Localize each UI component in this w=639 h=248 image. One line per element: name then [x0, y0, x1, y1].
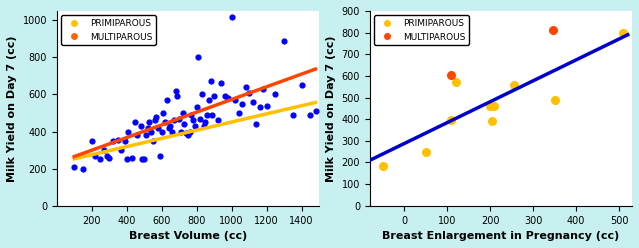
Point: [237, 102, 247, 106]
Point: [181, 131, 191, 135]
Point: [180, 122, 190, 126]
Point: [158, 111, 169, 115]
Point: [200, 120, 210, 124]
Point: [619, 31, 629, 34]
Point: [188, 119, 198, 123]
Point: [155, 154, 165, 158]
Legend: PRIMIPAROUS, MULTIPAROUS: PRIMIPAROUS, MULTIPAROUS: [61, 15, 156, 45]
Point: [95, 157, 105, 161]
Point: [86, 139, 96, 143]
Point: [261, 104, 272, 108]
Point: [450, 80, 461, 84]
X-axis label: Breast Volume (cc): Breast Volume (cc): [128, 231, 247, 241]
Y-axis label: Milk Yield on Day 7 (cc): Milk Yield on Day 7 (cc): [7, 35, 17, 182]
Point: [107, 139, 118, 143]
Point: [186, 113, 196, 117]
Point: [270, 93, 281, 96]
Point: [148, 139, 158, 143]
Point: [446, 73, 456, 77]
X-axis label: Breast Enlargement in Pregnancy (cc): Breast Enlargement in Pregnancy (cc): [382, 231, 620, 241]
Point: [78, 167, 88, 171]
Point: [305, 113, 316, 117]
Point: [167, 129, 177, 133]
Point: [446, 118, 456, 122]
Point: [489, 104, 500, 108]
Legend: PRIMIPAROUS, MULTIPAROUS: PRIMIPAROUS, MULTIPAROUS: [374, 15, 469, 45]
Point: [174, 117, 184, 121]
Point: [288, 113, 298, 117]
Point: [169, 119, 179, 123]
Point: [127, 155, 137, 159]
Point: [192, 105, 202, 109]
Point: [160, 120, 170, 124]
Point: [296, 83, 307, 87]
Point: [190, 124, 200, 128]
Point: [548, 29, 558, 32]
Point: [487, 119, 497, 123]
Point: [485, 104, 495, 108]
Point: [171, 89, 181, 93]
Point: [99, 148, 109, 152]
Point: [378, 164, 388, 168]
Y-axis label: Milk Yield on Day 7 (cc): Milk Yield on Day 7 (cc): [326, 35, 336, 182]
Point: [213, 119, 223, 123]
Point: [102, 154, 112, 158]
Point: [162, 98, 172, 102]
Point: [137, 157, 148, 161]
Point: [185, 129, 195, 133]
Point: [219, 94, 229, 98]
Point: [197, 93, 207, 96]
Point: [420, 150, 431, 154]
Point: [135, 124, 146, 128]
Point: [166, 124, 176, 128]
Point: [550, 98, 560, 102]
Point: [254, 105, 265, 109]
Point: [233, 111, 243, 115]
Point: [311, 109, 321, 113]
Point: [509, 83, 519, 87]
Point: [216, 81, 226, 85]
Point: [104, 155, 114, 159]
Point: [178, 111, 188, 115]
Point: [183, 133, 193, 137]
Point: [130, 120, 141, 124]
Point: [164, 126, 174, 130]
Point: [279, 39, 289, 43]
Point: [230, 98, 240, 102]
Point: [157, 129, 167, 133]
Point: [121, 157, 132, 161]
Point: [209, 94, 219, 98]
Point: [151, 115, 162, 119]
Point: [132, 133, 142, 137]
Point: [146, 129, 157, 133]
Point: [90, 154, 100, 158]
Point: [150, 119, 160, 123]
Point: [204, 98, 214, 102]
Point: [223, 96, 233, 100]
Point: [141, 133, 151, 137]
Point: [123, 129, 134, 133]
Point: [139, 157, 150, 161]
Point: [244, 91, 254, 94]
Point: [119, 139, 130, 143]
Point: [258, 87, 268, 91]
Point: [176, 129, 186, 133]
Point: [173, 94, 183, 98]
Point: [69, 165, 79, 169]
Point: [153, 126, 163, 130]
Point: [202, 113, 212, 117]
Point: [142, 126, 153, 130]
Point: [240, 85, 250, 89]
Point: [113, 138, 123, 142]
Point: [193, 55, 203, 59]
Point: [251, 122, 261, 126]
Point: [195, 117, 205, 121]
Point: [247, 100, 258, 104]
Point: [207, 113, 217, 117]
Point: [144, 120, 155, 124]
Point: [116, 148, 127, 152]
Point: [199, 124, 209, 128]
Point: [206, 79, 216, 83]
Point: [226, 15, 236, 19]
